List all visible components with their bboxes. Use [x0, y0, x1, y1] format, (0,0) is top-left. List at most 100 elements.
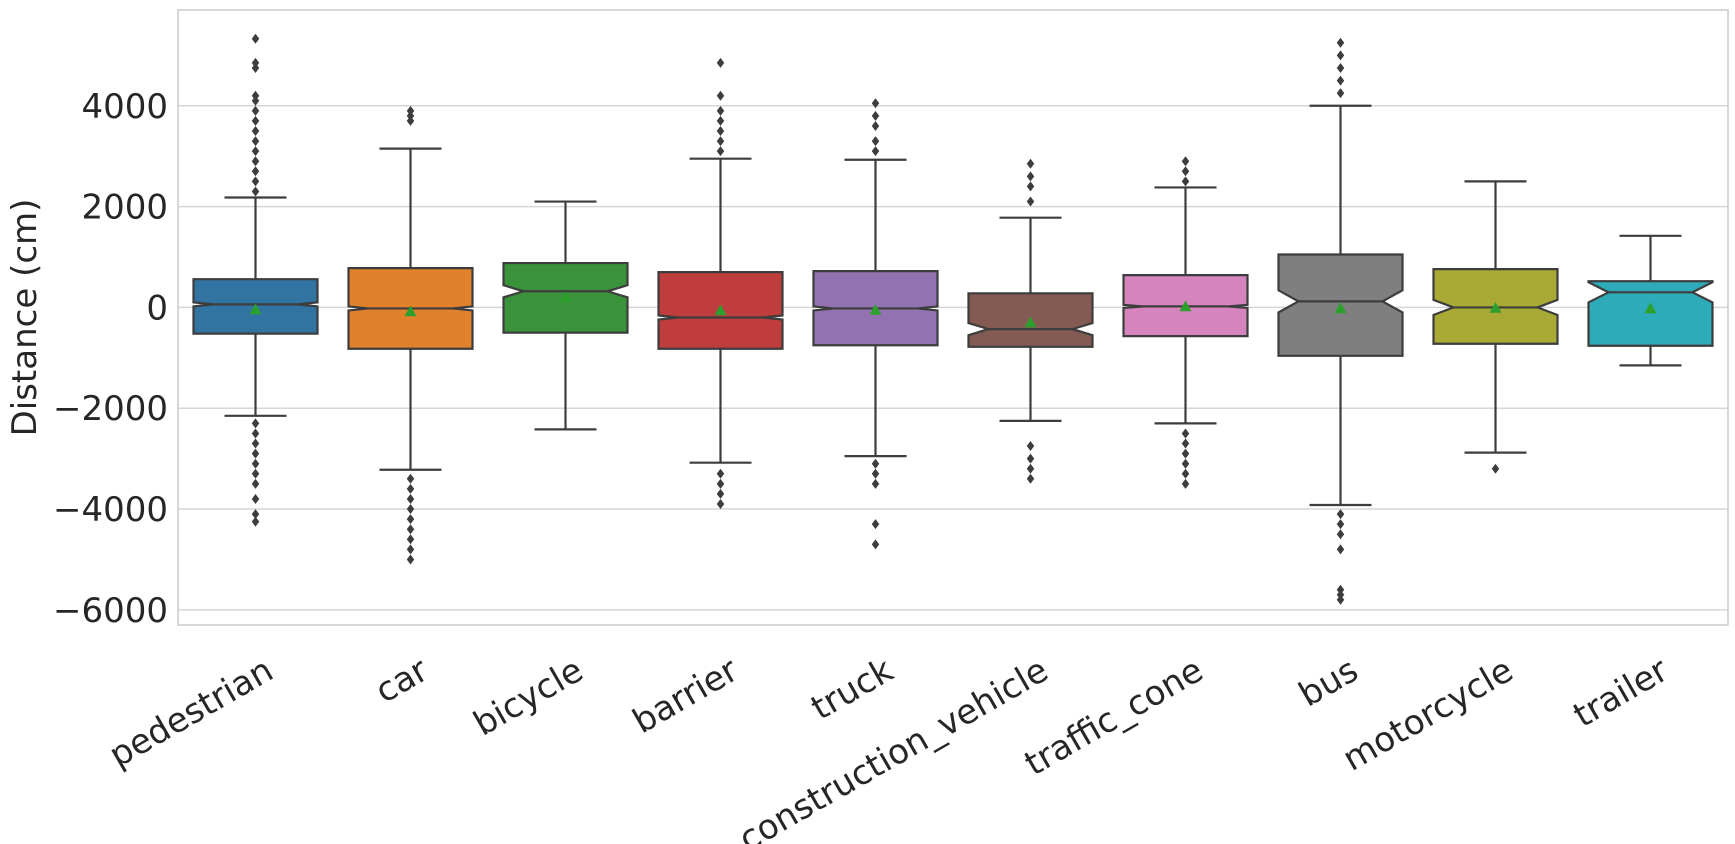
outlier-point — [871, 146, 880, 157]
y-tick-label: 2000 — [81, 188, 168, 228]
outlier-point — [1026, 473, 1035, 484]
x-tick-label: car — [369, 650, 435, 711]
outlier-point — [1181, 166, 1190, 177]
mean-marker — [869, 303, 882, 315]
outlier-point — [871, 98, 880, 109]
outlier-point — [251, 115, 260, 126]
mean-marker — [404, 305, 417, 317]
outlier-point — [251, 136, 260, 147]
box-truck — [812, 98, 939, 550]
box-traffic_cone — [1122, 156, 1249, 489]
outlier-point — [251, 62, 260, 73]
outlier-point — [406, 110, 415, 121]
outlier-point — [1336, 62, 1345, 73]
outlier-point — [1181, 428, 1190, 439]
y-tick-label: 4000 — [81, 87, 168, 127]
outlier-point — [251, 458, 260, 469]
outlier-point — [251, 90, 260, 101]
outlier-point — [716, 57, 725, 68]
outlier-point — [1026, 171, 1035, 182]
outlier-point — [1026, 196, 1035, 207]
outlier-point — [406, 483, 415, 494]
outlier-point — [1336, 544, 1345, 555]
x-tick-label: bus — [1292, 650, 1365, 715]
outlier-point — [871, 539, 880, 550]
outlier-point — [251, 509, 260, 520]
outlier-point — [871, 120, 880, 131]
outlier-point — [716, 146, 725, 157]
mean-marker — [1334, 302, 1347, 314]
outlier-point — [406, 524, 415, 535]
mean-marker — [1024, 316, 1037, 328]
outlier-point — [716, 115, 725, 126]
outlier-point — [406, 493, 415, 504]
x-tick-label: trailer — [1567, 650, 1675, 736]
boxes — [192, 33, 1714, 605]
outlier-point — [251, 468, 260, 479]
y-tick-label: −6000 — [53, 591, 168, 631]
mean-marker — [1489, 301, 1502, 313]
box-bicycle — [502, 200, 629, 431]
y-tick-label: 0 — [146, 288, 168, 328]
x-tick-label: motorcycle — [1336, 650, 1520, 779]
mean-marker — [559, 291, 572, 303]
outlier-point — [871, 110, 880, 121]
outlier-point — [1336, 519, 1345, 530]
outlier-point — [716, 136, 725, 147]
outlier-point — [251, 428, 260, 439]
x-tick-label: barrier — [626, 650, 745, 742]
x-tick-label: bicycle — [467, 650, 590, 744]
box-barrier — [657, 57, 784, 510]
outlier-point — [1336, 584, 1345, 595]
outlier-point — [1181, 176, 1190, 187]
outlier-point — [1181, 438, 1190, 449]
outlier-point — [1336, 529, 1345, 540]
outlier-point — [871, 468, 880, 479]
outlier-point — [406, 105, 415, 116]
outlier-point — [716, 468, 725, 479]
y-tick-label: −4000 — [53, 490, 168, 530]
outlier-point — [406, 514, 415, 525]
x-tick-label: truck — [804, 650, 900, 728]
outlier-point — [251, 448, 260, 459]
outlier-point — [1026, 158, 1035, 169]
outlier-point — [406, 544, 415, 555]
outlier-point — [716, 125, 725, 136]
x-tick-label: pedestrian — [103, 650, 280, 776]
y-axis-title: Distance (cm) — [5, 199, 45, 437]
outlier-point — [251, 438, 260, 449]
mean-marker — [714, 304, 727, 316]
outlier-point — [1336, 88, 1345, 99]
outlier-point — [1336, 75, 1345, 86]
outlier-point — [1181, 448, 1190, 459]
outlier-point — [251, 186, 260, 197]
outlier-point — [251, 33, 260, 44]
box-construction_vehicle — [967, 158, 1094, 484]
outlier-point — [716, 499, 725, 510]
outlier-point — [1181, 156, 1190, 167]
outlier-point — [251, 516, 260, 527]
mean-marker — [1179, 300, 1192, 312]
x-tick-label: traffic_cone — [1018, 650, 1210, 784]
outlier-point — [251, 156, 260, 167]
y-tick-label: −2000 — [53, 389, 168, 429]
box-bus — [1277, 37, 1404, 605]
outlier-point — [251, 57, 260, 68]
outlier-point — [1181, 478, 1190, 489]
outlier-point — [1181, 468, 1190, 479]
outlier-point — [406, 534, 415, 545]
outlier-point — [1336, 37, 1345, 48]
box-motorcycle — [1432, 180, 1559, 474]
outlier-point — [871, 519, 880, 530]
outlier-point — [716, 105, 725, 116]
outlier-point — [251, 478, 260, 489]
outlier-point — [251, 493, 260, 504]
outlier-point — [1026, 453, 1035, 464]
box-body — [1587, 280, 1714, 347]
outlier-point — [871, 136, 880, 147]
outlier-point — [1026, 441, 1035, 452]
outlier-point — [406, 473, 415, 484]
outlier-point — [251, 95, 260, 106]
box-pedestrian — [192, 33, 319, 527]
